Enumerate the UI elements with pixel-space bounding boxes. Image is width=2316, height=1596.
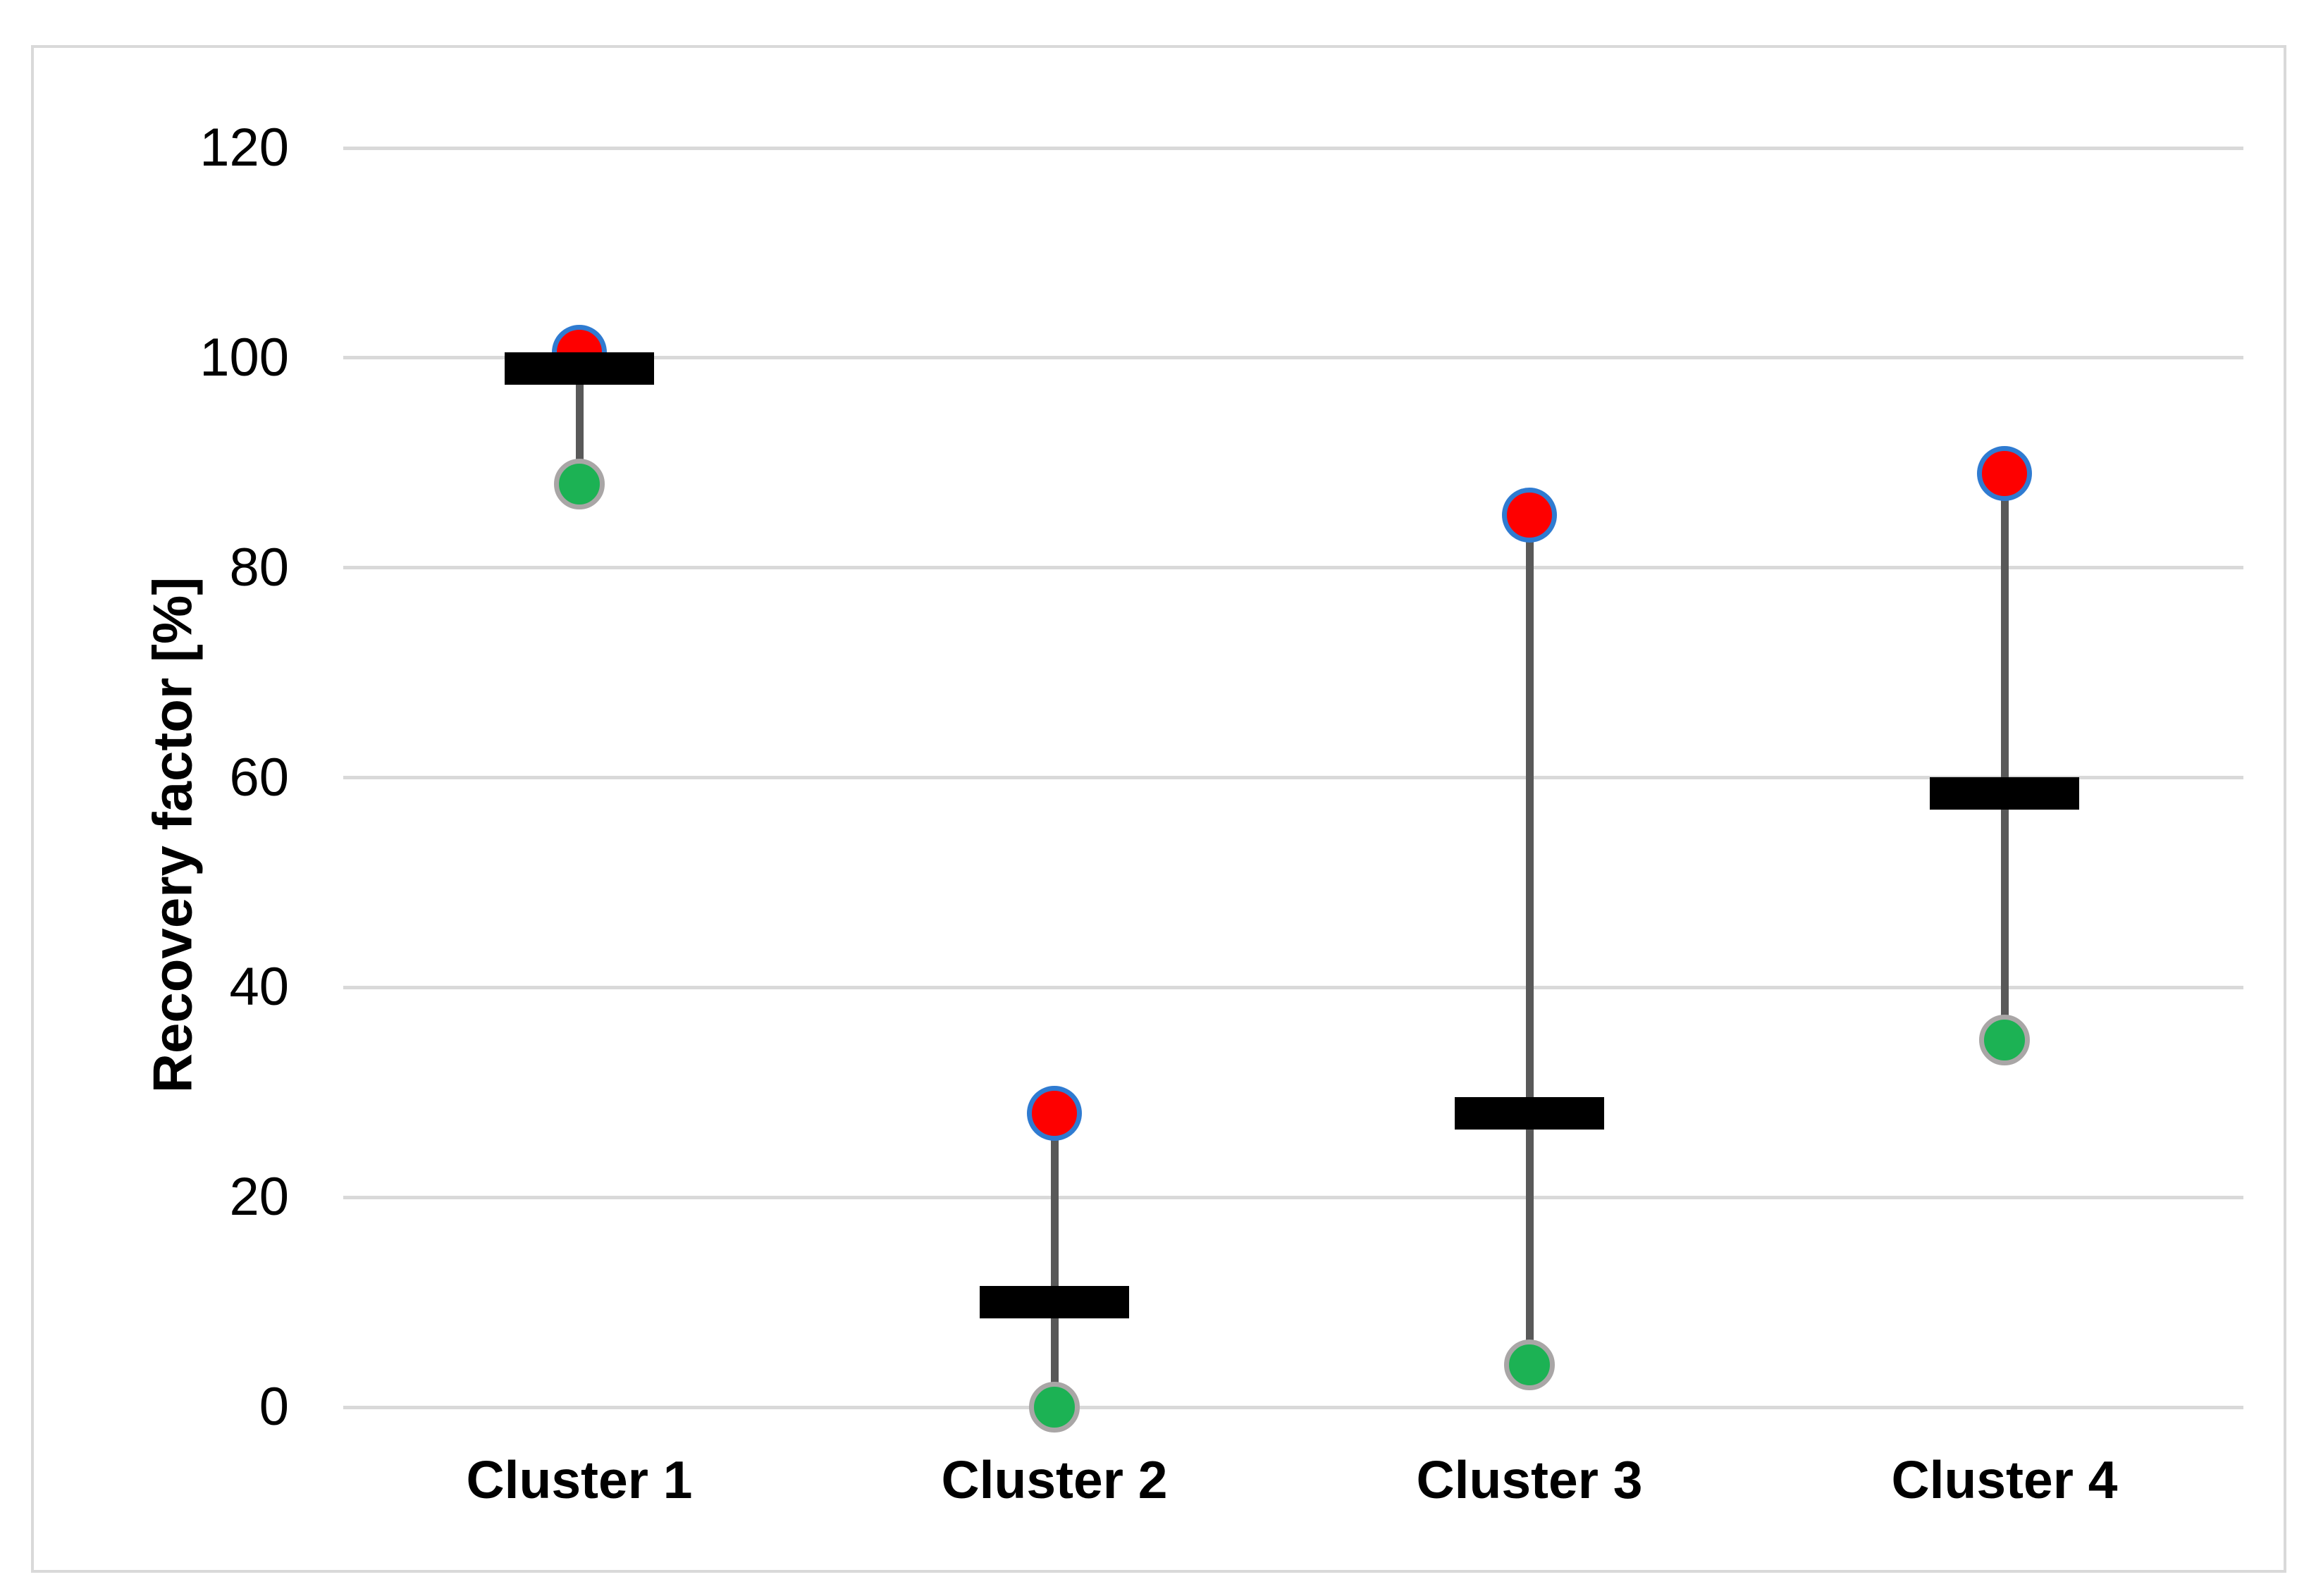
- min-marker-green-dot: [1029, 1382, 1080, 1433]
- min-marker-green-dot: [1979, 1014, 2030, 1065]
- mean-marker-black-bar: [1930, 777, 2079, 810]
- x-category-label: Cluster 4: [1891, 1450, 2118, 1509]
- x-category-label: Cluster 2: [941, 1450, 1168, 1509]
- y-tick-label: 0: [259, 1377, 289, 1437]
- mean-marker-black-bar: [980, 1286, 1129, 1319]
- y-tick-label: 40: [229, 957, 289, 1017]
- chart-frame: [31, 45, 2286, 1573]
- gridline: [343, 356, 2243, 360]
- mean-marker-black-bar: [1455, 1097, 1604, 1130]
- max-marker-red-dot: [1977, 445, 2032, 501]
- max-marker-red-dot: [1027, 1086, 1082, 1142]
- hilo-connector-line: [575, 352, 584, 484]
- hilo-connector-line: [2000, 473, 2009, 1040]
- min-marker-green-dot: [1504, 1340, 1555, 1391]
- gridline: [343, 985, 2243, 989]
- gridline: [343, 776, 2243, 779]
- max-marker-red-dot: [1502, 488, 1557, 543]
- y-tick-label: 20: [229, 1167, 289, 1227]
- gridline: [343, 1405, 2243, 1409]
- x-category-label: Cluster 1: [466, 1450, 693, 1509]
- y-tick-label: 100: [199, 327, 289, 388]
- hilo-connector-line: [1525, 515, 1534, 1366]
- y-tick-label: 60: [229, 747, 289, 808]
- hilo-connector-line: [1050, 1113, 1059, 1407]
- x-category-label: Cluster 3: [1416, 1450, 1643, 1509]
- min-marker-green-dot: [554, 458, 605, 509]
- gridline: [343, 566, 2243, 570]
- y-tick-label: 80: [229, 537, 289, 598]
- mean-marker-black-bar: [505, 352, 654, 385]
- gridline: [343, 1195, 2243, 1199]
- gridline: [343, 146, 2243, 150]
- y-tick-label: 120: [199, 118, 289, 178]
